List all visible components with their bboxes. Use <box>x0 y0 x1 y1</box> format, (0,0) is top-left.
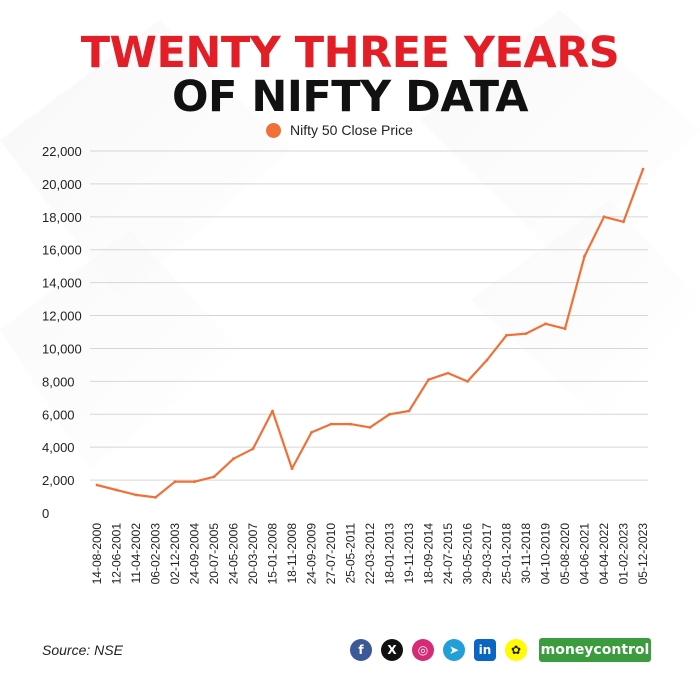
facebook-icon[interactable]: f <box>350 639 372 661</box>
data-point <box>329 422 333 426</box>
x-tick-label: 18-01-2013 <box>383 523 397 585</box>
legend: Nifty 50 Close Price <box>266 119 413 141</box>
data-point <box>134 493 138 497</box>
x-tick-label: 18-09-2014 <box>422 523 436 585</box>
x-tick-label: 18-11-2008 <box>285 523 299 584</box>
data-point <box>544 322 547 326</box>
x-tick-label: 24-07-2015 <box>441 523 455 585</box>
data-point <box>349 422 352 426</box>
data-point <box>505 333 508 337</box>
brand-logo: moneycontrol <box>539 638 651 662</box>
x-tick-label: 05-12-2023 <box>636 523 650 585</box>
title-line-2: OF NIFTY DATA <box>171 72 529 122</box>
series-layer <box>95 167 645 499</box>
data-point <box>310 431 313 434</box>
series-line <box>95 168 645 499</box>
data-point <box>290 467 294 470</box>
data-point <box>232 457 235 461</box>
data-point <box>485 358 489 362</box>
x-tick-label: 20-03-2007 <box>246 523 260 585</box>
linkedin-icon[interactable]: in <box>474 639 496 661</box>
y-tick-label: 6,000 <box>42 407 75 422</box>
legend-label: Nifty 50 Close Price <box>290 122 413 138</box>
grid <box>90 150 648 481</box>
x-tick-label: 27-07-2010 <box>324 523 338 585</box>
source-note: Source: NSE <box>42 642 123 658</box>
data-point <box>271 409 274 413</box>
data-point <box>641 167 645 171</box>
data-point <box>622 220 625 224</box>
x-tick-label: 04-10-2019 <box>539 523 553 585</box>
y-tick-label: 16,000 <box>42 243 82 258</box>
x-tick-label: 02-12-2003 <box>168 523 182 585</box>
x-tick-label: 22-03-2012 <box>363 523 377 585</box>
y-tick-label: 14,000 <box>42 276 82 291</box>
data-point <box>563 327 567 331</box>
x-tick-label: 29-03-2017 <box>480 523 494 585</box>
data-point <box>602 215 606 219</box>
x-tick-label: 12-06-2001 <box>110 523 124 585</box>
data-point <box>388 412 391 416</box>
x-tick-label: 19-11-2013 <box>402 523 416 584</box>
data-point <box>154 496 157 499</box>
x-tick-label: 20-07-2005 <box>207 523 221 585</box>
x-tick-label: 14-08-2000 <box>90 523 104 585</box>
data-point <box>446 371 450 375</box>
y-tick-label: 22,000 <box>42 144 82 159</box>
snapchat-icon[interactable]: ✿ <box>505 639 527 661</box>
y-tick-label: 2,000 <box>42 473 75 488</box>
y-tick-label: 4,000 <box>42 440 75 455</box>
x-icon[interactable]: X <box>381 639 403 661</box>
x-tick-label: 24-09-2004 <box>188 523 202 585</box>
data-point <box>466 380 469 383</box>
x-tick-label: 01-02-2023 <box>617 523 631 585</box>
title-line-1: TWENTY THREE YEARS <box>80 28 620 78</box>
x-tick-label: 06-02-2003 <box>149 523 163 585</box>
y-tick-label: 10,000 <box>42 341 82 356</box>
x-tick-label: 05-08-2020 <box>558 523 572 585</box>
data-point <box>251 447 255 451</box>
data-point <box>583 254 586 258</box>
data-point <box>115 488 118 492</box>
x-tick-label: 30-11-2018 <box>519 523 533 584</box>
legend-marker <box>266 122 281 138</box>
data-point <box>95 483 99 487</box>
y-tick-label: 12,000 <box>42 309 82 324</box>
instagram-icon[interactable]: ◎ <box>412 639 434 661</box>
x-tick-label: 30-05-2016 <box>461 523 475 585</box>
data-point <box>173 480 177 484</box>
data-point <box>524 332 528 335</box>
data-point <box>193 480 196 484</box>
data-point <box>368 426 372 429</box>
x-tick-label: 04-06-2021 <box>578 523 592 585</box>
x-tick-label: 15-01-2008 <box>266 523 280 585</box>
y-tick-label: 8,000 <box>42 374 75 389</box>
data-point <box>427 378 430 382</box>
x-tick-label: 24-09-2009 <box>305 523 319 585</box>
x-tick-label: 25-05-2011 <box>344 523 358 584</box>
x-tick-label: 04-04-2022 <box>597 523 611 585</box>
x-tick-label: 11-04-2002 <box>129 523 143 584</box>
x-tick-label: 24-05-2006 <box>227 523 241 585</box>
telegram-icon[interactable]: ➤ <box>443 639 465 661</box>
data-point <box>212 475 216 479</box>
y-tick-label: 18,000 <box>42 210 82 225</box>
y-tick-label: 20,000 <box>42 177 82 192</box>
y-tick-label: 0 <box>42 506 49 521</box>
data-point <box>407 409 411 413</box>
x-tick-label: 25-01-2018 <box>500 523 514 585</box>
y-axis-ticks: 0 2,000 4,000 6,000 8,000 10,000 12,000 14,000 1… <box>42 144 82 521</box>
x-axis-ticks: 14-08-2000 12-06-2001 11-04-2002 06-02-2003… <box>90 523 650 585</box>
